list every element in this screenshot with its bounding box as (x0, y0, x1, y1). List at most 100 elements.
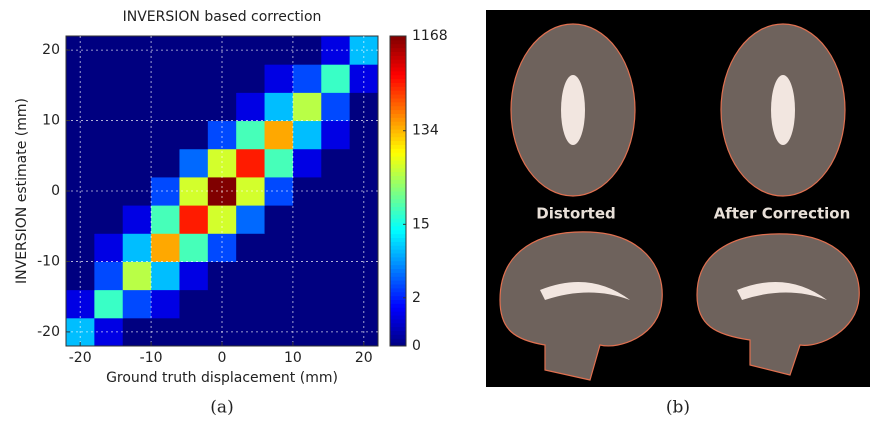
heatmap-cell (236, 120, 266, 150)
heatmap-cell (264, 289, 294, 319)
colorbar-segment (390, 47, 406, 52)
heatmap-cell (94, 176, 124, 206)
colorbar-tick-label: 15 (412, 216, 430, 232)
colorbar-segment (390, 338, 406, 343)
heatmap-cell (122, 92, 152, 122)
colorbar-segment (390, 299, 406, 304)
heatmap-cell (349, 205, 379, 234)
colorbar-segment (390, 136, 406, 142)
colorbar-segment (390, 51, 406, 56)
colorbar-segment (390, 237, 406, 242)
heatmap-cell (151, 261, 180, 291)
heatmap-cell (292, 233, 322, 262)
x-tick-label: -10 (140, 350, 163, 366)
x-axis-label: Ground truth displacement (mm) (106, 370, 338, 386)
colorbar-frame (389, 35, 407, 347)
heatmap-cell (66, 36, 95, 65)
heatmap-cell (236, 176, 266, 206)
heatmap-cell (264, 120, 294, 150)
colorbar-segment (390, 241, 406, 246)
colorbar-segment (390, 140, 406, 145)
heatmap-cell (236, 92, 266, 122)
colorbar-segment (390, 194, 406, 200)
heatmap-cell (179, 176, 209, 206)
colorbar-segment (390, 315, 406, 320)
heatmap-cell (151, 176, 180, 206)
brain-panel: Distorted After Correction (486, 10, 870, 387)
colorbar-segment (390, 264, 406, 269)
heatmap-cell (94, 205, 124, 234)
x-tick-label: 20 (355, 350, 373, 366)
heatmap-cell (151, 64, 180, 93)
heatmap-cell (264, 233, 294, 262)
heatmap-cell (236, 205, 266, 234)
heatmap-cell (151, 289, 180, 319)
heatmap-cell (207, 261, 237, 291)
heatmap-cell (179, 233, 209, 262)
colorbar-segment (390, 187, 406, 192)
heatmap-cell (264, 317, 294, 347)
colorbar-segment (390, 175, 406, 180)
colorbar-segment (390, 311, 406, 316)
heatmap-cell (122, 261, 152, 291)
y-tick-label: 10 (42, 113, 60, 129)
heatmap-cell (349, 148, 379, 178)
heatmap-cell (321, 205, 351, 234)
colorbar-segment (390, 70, 406, 76)
brain-sagittal (499, 231, 663, 381)
colorbar-segment (390, 276, 406, 281)
heatmap-cell (264, 205, 294, 234)
heatmap-cell (66, 205, 95, 234)
heatmap-cell (122, 148, 152, 178)
colorbar-segment (390, 222, 406, 227)
heatmap-cell (349, 289, 379, 319)
colorbar-segment (390, 214, 406, 219)
colorbar-segment (390, 132, 406, 138)
heatmap-cell (94, 148, 124, 178)
colorbar-segment (390, 101, 406, 107)
colorbar-segment (390, 148, 406, 153)
colorbar-segment (390, 280, 406, 285)
colorbar-segment (390, 36, 406, 41)
heatmap-cell (179, 92, 209, 122)
heatmap-cell (292, 64, 322, 93)
colorbar-segment (390, 322, 406, 328)
colorbar-segment (390, 342, 406, 347)
colorbar-segment (390, 233, 406, 238)
colorbar-segment (390, 39, 406, 45)
heatmap-cell (292, 289, 322, 319)
heatmap-cell (321, 120, 351, 150)
heatmap-cell (179, 261, 209, 291)
colorbar-segment (390, 78, 406, 83)
heatmap-cell (207, 148, 237, 178)
colorbar-segment (390, 82, 406, 87)
colorbar-segment (390, 225, 406, 231)
heatmap-cell (264, 176, 294, 206)
colorbar-tick-label: 134 (412, 123, 439, 139)
colorbar-segment (390, 55, 406, 60)
heatmap-cell (321, 233, 351, 262)
heatmap-cell (207, 289, 237, 319)
colorbar-segment (390, 43, 406, 49)
heatmap-cell (179, 148, 209, 178)
colorbar-segment (390, 287, 406, 293)
colorbar-segment (390, 326, 406, 331)
heatmap-cell (94, 36, 124, 65)
heatmap-cell (207, 64, 237, 93)
heatmap-cell (179, 36, 209, 65)
colorbar-segment (390, 202, 406, 207)
colorbar-segment (390, 229, 406, 235)
colorbar-segment (390, 245, 406, 250)
brain-highlight (737, 282, 827, 300)
heatmap-cell (207, 205, 237, 234)
white-matter (540, 75, 827, 300)
colorbar-segment (390, 249, 406, 254)
colorbar-segment (390, 156, 406, 161)
colorbar-tick-label: 1168 (412, 28, 448, 44)
heatmap-cell (94, 317, 124, 347)
colorbar-segment (390, 86, 406, 91)
colorbar-segment (390, 113, 406, 118)
colorbar-segment (390, 59, 406, 64)
heatmap-cell (151, 233, 180, 262)
